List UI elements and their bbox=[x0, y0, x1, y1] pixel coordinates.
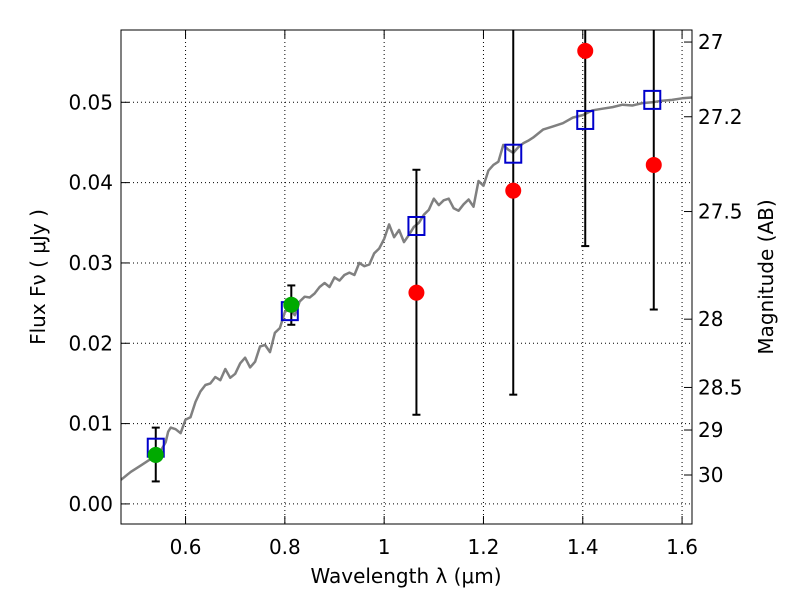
magnitude-tick-label: 27.5 bbox=[698, 200, 743, 224]
measurement-marker bbox=[505, 182, 522, 199]
x-axis-title: Wavelength λ (μm) bbox=[310, 564, 501, 588]
y-tick-label: 0.00 bbox=[68, 492, 113, 516]
model-photometry-marker bbox=[407, 215, 426, 236]
x-tick-label: 1 bbox=[378, 535, 391, 559]
errorbar-layer bbox=[151, 30, 658, 483]
x-tick-label: 0.6 bbox=[170, 535, 202, 559]
model-spectrum-layer bbox=[121, 96, 692, 481]
plot-frame bbox=[120, 29, 693, 525]
marker-layer bbox=[146, 42, 662, 463]
ticks: 0.6 0.8 1 1.2 1.4 1.6 0.00 0.01 0.02 0.03 0.04 0.05… bbox=[68, 30, 743, 559]
measurement-marker bbox=[408, 284, 425, 301]
model-spectrum-line bbox=[121, 96, 692, 481]
x-tick-label: 1.4 bbox=[567, 535, 599, 559]
magnitude-tick-label: 29 bbox=[698, 418, 723, 442]
measurement-marker bbox=[577, 42, 594, 59]
grid bbox=[121, 30, 692, 524]
y-axis-title-left: Flux Fν ( μJy ) bbox=[26, 209, 50, 345]
y-axis-title-right: Magnitude (AB) bbox=[754, 199, 778, 354]
x-tick-label: 1.6 bbox=[666, 535, 698, 559]
magnitude-tick-label: 28.5 bbox=[698, 375, 743, 399]
y-tick-label: 0.02 bbox=[68, 331, 113, 355]
model-photometry-marker bbox=[643, 89, 662, 110]
model-photometry-marker bbox=[576, 109, 595, 130]
x-tick-label: 0.8 bbox=[269, 535, 301, 559]
y-tick-label: 0.05 bbox=[68, 90, 113, 114]
detection-marker bbox=[283, 296, 300, 313]
magnitude-tick-label: 27.2 bbox=[698, 105, 743, 129]
x-tick-label: 1.2 bbox=[468, 535, 500, 559]
y-tick-label: 0.03 bbox=[68, 251, 113, 275]
y-tick-label: 0.01 bbox=[68, 412, 113, 436]
measurement-marker bbox=[645, 156, 662, 173]
model-photometry-marker bbox=[504, 143, 523, 164]
magnitude-tick-label: 30 bbox=[698, 463, 723, 487]
magnitude-tick-label: 28 bbox=[698, 307, 723, 331]
magnitude-tick-label: 27 bbox=[698, 30, 723, 54]
detection-marker bbox=[147, 446, 164, 463]
y-tick-label: 0.04 bbox=[68, 171, 113, 195]
